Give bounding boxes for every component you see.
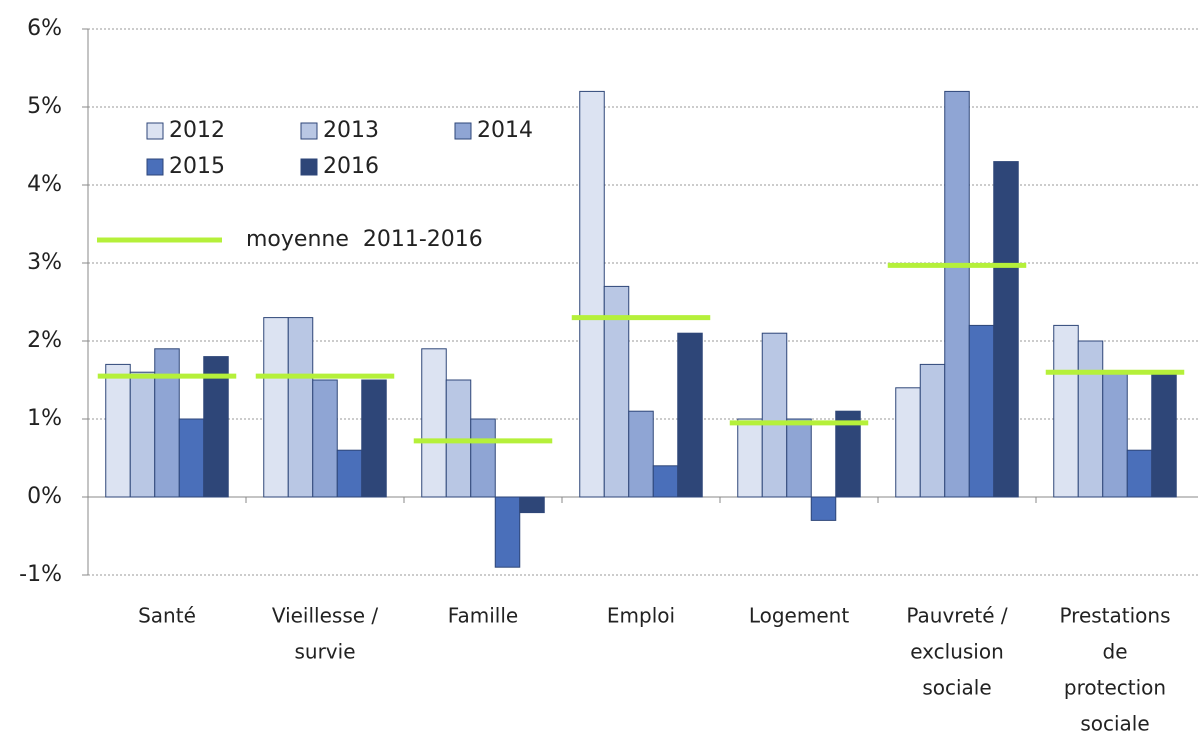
y-tick-label: 4% — [27, 172, 62, 197]
legend-label: 2013 — [323, 118, 379, 143]
y-tick-label: 1% — [27, 406, 62, 431]
bar — [761, 332, 788, 498]
x-tick-label: Famille — [448, 604, 518, 628]
x-tick-label: exclusion — [910, 640, 1004, 664]
x-tick-label: Logement — [749, 604, 849, 628]
legend-label: moyenne 2011-2016 — [246, 227, 483, 252]
y-tick-label: 5% — [27, 94, 62, 119]
legend-label: 2016 — [323, 154, 379, 179]
bar — [786, 418, 812, 498]
bar — [203, 356, 229, 498]
bar — [421, 348, 447, 498]
y-tick-label: 0% — [27, 484, 62, 509]
x-tick-label: de — [1103, 640, 1128, 664]
bar — [1126, 449, 1153, 498]
bar — [810, 496, 837, 521]
legend-swatch — [146, 158, 164, 176]
bar — [603, 285, 630, 498]
x-tick-label: Vieillesse / — [272, 604, 379, 628]
bar — [361, 379, 387, 498]
bar — [312, 379, 338, 498]
bar — [263, 317, 289, 498]
y-tick-label: 3% — [27, 250, 62, 275]
bar — [919, 363, 946, 498]
legend-swatch — [300, 122, 318, 140]
x-tick-label: survie — [294, 640, 355, 664]
bar — [737, 418, 763, 498]
y-tick-label: 2% — [27, 328, 62, 353]
bar — [652, 465, 679, 498]
bar — [1077, 340, 1104, 498]
bar — [519, 496, 545, 514]
x-tick-label: Pauvreté / — [906, 604, 1008, 628]
x-tick-label: Prestations — [1059, 604, 1170, 628]
x-tick-label: Emploi — [607, 604, 675, 628]
bar — [178, 418, 205, 498]
legend-label: 2012 — [169, 118, 225, 143]
bar — [968, 324, 995, 498]
bar — [1102, 371, 1128, 498]
bar — [835, 410, 861, 498]
legend-swatch — [146, 122, 164, 140]
bar — [494, 496, 521, 568]
bar — [105, 363, 131, 498]
bar — [129, 371, 156, 498]
bar — [336, 449, 363, 498]
bar — [993, 161, 1019, 498]
bar — [579, 90, 605, 498]
legend-swatch — [300, 158, 318, 176]
bar — [1151, 371, 1177, 498]
x-tick-label: Santé — [138, 604, 196, 628]
bar — [287, 317, 314, 498]
x-tick-label: sociale — [1080, 712, 1149, 736]
bar — [1053, 324, 1079, 498]
y-tick-label: -1% — [19, 562, 62, 587]
legend-label: 2015 — [169, 154, 225, 179]
bar — [470, 418, 496, 498]
bar — [628, 410, 654, 498]
bar — [895, 387, 921, 498]
legend-swatch — [454, 122, 472, 140]
bar — [154, 348, 180, 498]
bar — [944, 90, 970, 498]
x-tick-label: sociale — [922, 676, 991, 700]
y-tick-label: 6% — [27, 16, 62, 41]
bar — [677, 332, 703, 498]
legend-label: 2014 — [477, 118, 533, 143]
x-tick-label: protection — [1064, 676, 1166, 700]
